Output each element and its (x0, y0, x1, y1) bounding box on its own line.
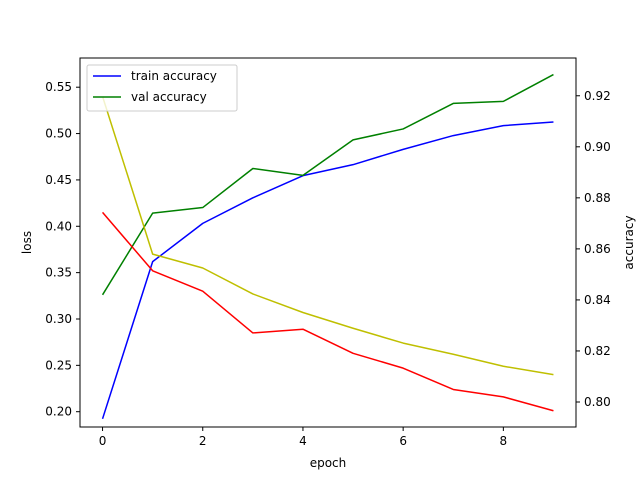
legend: train accuracy val accuracy (86, 64, 238, 112)
y-right-tick-label: 0.92 (584, 89, 611, 103)
y-right-tick-label: 0.84 (584, 293, 611, 307)
y-left-tick-label: 0.50 (45, 127, 72, 141)
y-right-tick-label: 0.80 (584, 395, 611, 409)
y-axis-left: 0.20 0.25 0.30 0.35 0.40 0.45 0.50 0.55 (45, 80, 80, 419)
series-line-val-accuracy (101, 73, 554, 296)
y-axis-right-title: accuracy (622, 215, 636, 269)
y-right-tick-label: 0.88 (584, 191, 611, 205)
legend-label-train-accuracy: train accuracy (131, 69, 217, 83)
x-axis: 0 2 4 6 8 (99, 427, 507, 448)
legend-label-val-accuracy: val accuracy (131, 90, 207, 104)
y-right-tick-label: 0.86 (584, 242, 611, 256)
y-left-tick-label: 0.30 (45, 312, 72, 326)
series-line-series-2 (101, 96, 554, 376)
series-layer (101, 73, 554, 420)
x-tick-label: 8 (500, 434, 508, 448)
y-left-tick-label: 0.40 (45, 219, 72, 233)
y-axis-right: 0.80 0.82 0.84 0.86 0.88 0.90 0.92 (576, 89, 611, 409)
x-tick-label: 2 (199, 434, 207, 448)
x-tick-label: 0 (99, 434, 107, 448)
y-left-tick-label: 0.35 (45, 266, 72, 280)
y-right-tick-label: 0.82 (584, 344, 611, 358)
x-tick-label: 4 (299, 434, 307, 448)
y-axis-left-title: loss (20, 231, 34, 254)
x-tick-label: 6 (399, 434, 407, 448)
series-line-series-3 (101, 211, 554, 412)
y-left-tick-label: 0.20 (45, 405, 72, 419)
y-left-tick-label: 0.25 (45, 358, 72, 372)
x-axis-title: epoch (310, 456, 347, 470)
legend-box (86, 64, 238, 112)
y-right-tick-label: 0.90 (584, 140, 611, 154)
series-line-train-accuracy (101, 121, 554, 420)
y-left-tick-label: 0.55 (45, 80, 72, 94)
plot-frame (79, 57, 577, 428)
y-left-tick-label: 0.45 (45, 173, 72, 187)
